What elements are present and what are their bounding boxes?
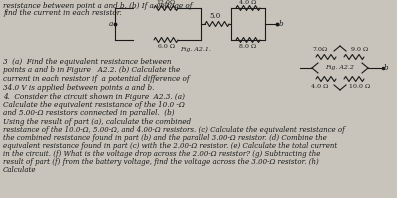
Text: 10.0 Ω: 10.0 Ω bbox=[349, 84, 370, 89]
Text: Calculate: Calculate bbox=[3, 166, 37, 174]
Text: and 5.00-Ω resistors connected in parallel.  (b): and 5.00-Ω resistors connected in parall… bbox=[3, 109, 175, 117]
Text: current in each resistor if  a potential difference of: current in each resistor if a potential … bbox=[3, 75, 189, 83]
Text: b: b bbox=[279, 20, 283, 28]
Text: 6.0 Ω: 6.0 Ω bbox=[158, 44, 175, 49]
Text: 4.  Consider the circuit shown in Figure  A2.3. (a): 4. Consider the circuit shown in Figure … bbox=[3, 93, 185, 101]
Text: Using the result of part (a), calculate the combined: Using the result of part (a), calculate … bbox=[3, 118, 191, 126]
Text: a: a bbox=[109, 20, 113, 28]
Text: 7.0Ω: 7.0Ω bbox=[312, 47, 328, 52]
Text: 5.0: 5.0 bbox=[209, 12, 221, 21]
Text: Fig. A2.1.: Fig. A2.1. bbox=[181, 47, 212, 52]
Text: the combined resistance found in part (b) and the parallel 3.00-Ω resistor. (d) : the combined resistance found in part (b… bbox=[3, 134, 327, 142]
Text: 8.0 Ω: 8.0 Ω bbox=[239, 44, 256, 49]
Text: b: b bbox=[384, 64, 389, 72]
Text: in the circuit. (f) What is the voltage drop across the 2.00-Ω resistor? (g) Sub: in the circuit. (f) What is the voltage … bbox=[3, 150, 320, 158]
Text: Fig. A2.2: Fig. A2.2 bbox=[326, 66, 355, 70]
Text: Calculate the equivalent resistance of the 10.0 -Ω: Calculate the equivalent resistance of t… bbox=[3, 101, 185, 109]
Text: equivalent resistance found in part (c) with the 2.00-Ω resistor. (e) Calculate : equivalent resistance found in part (c) … bbox=[3, 142, 337, 150]
Text: resistance between point a and b. (b) If a voltage of: resistance between point a and b. (b) If… bbox=[3, 2, 193, 10]
Text: 4.0 Ω: 4.0 Ω bbox=[311, 84, 329, 89]
Text: resistance of the 10.0-Ω, 5.00-Ω, and 4.00-Ω resistors. (c) Calculate the equiva: resistance of the 10.0-Ω, 5.00-Ω, and 4.… bbox=[3, 126, 345, 134]
Text: 12.0Ω: 12.0Ω bbox=[156, 0, 175, 5]
Text: 4.0 Ω: 4.0 Ω bbox=[239, 0, 256, 5]
Text: points a and b in Figure   A2.2. (b) Calculate the: points a and b in Figure A2.2. (b) Calcu… bbox=[3, 67, 180, 74]
Text: find the current in each resistor.: find the current in each resistor. bbox=[3, 9, 122, 17]
Text: 9.0 Ω: 9.0 Ω bbox=[351, 47, 368, 52]
Text: 3  (a)  Find the equivalent resistance between: 3 (a) Find the equivalent resistance bet… bbox=[3, 58, 172, 66]
Text: result of part (f) from the battery voltage, find the voltage across the 3.00-Ω : result of part (f) from the battery volt… bbox=[3, 158, 319, 166]
Text: 34.0 V is applied between points a and b.: 34.0 V is applied between points a and b… bbox=[3, 84, 154, 91]
